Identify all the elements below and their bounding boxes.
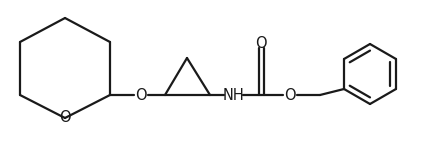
Text: O: O	[135, 87, 147, 103]
Text: O: O	[284, 87, 296, 103]
Text: O: O	[59, 111, 71, 126]
Text: O: O	[255, 36, 267, 50]
Text: NH: NH	[222, 87, 244, 103]
